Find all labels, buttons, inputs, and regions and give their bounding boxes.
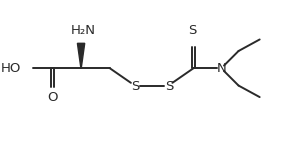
Text: N: N [216,62,226,75]
Text: S: S [188,24,196,37]
Text: H₂N: H₂N [70,24,95,37]
Text: O: O [47,91,58,104]
Text: HO: HO [1,62,22,75]
Text: S: S [165,80,174,93]
Polygon shape [77,43,85,68]
Text: S: S [132,80,140,93]
